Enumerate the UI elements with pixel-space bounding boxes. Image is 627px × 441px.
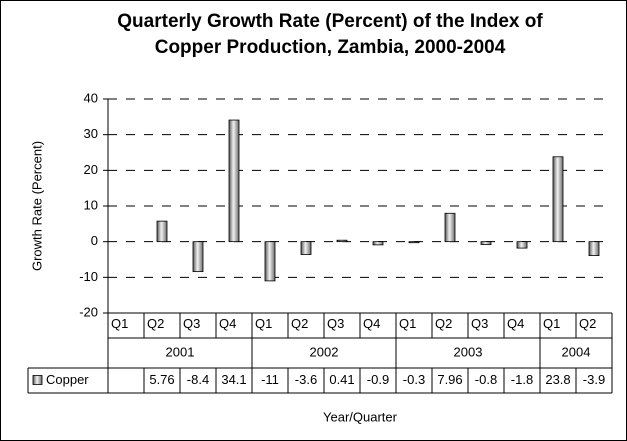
bar <box>192 241 204 273</box>
x-group-label: 2003 <box>454 344 483 359</box>
chart-title: Copper Production, Zambia, 2000-2004 <box>155 37 506 58</box>
y-tick-label: 10 <box>84 197 98 212</box>
bar <box>336 239 348 243</box>
x-tick-label: Q1 <box>255 316 272 331</box>
data-table-value: -0.9 <box>367 372 389 387</box>
x-tick-label: Q2 <box>291 316 308 331</box>
data-table-value: -11 <box>261 372 279 387</box>
bar <box>372 241 384 246</box>
y-tick-label: -10 <box>79 269 98 284</box>
bar <box>588 241 600 256</box>
bar <box>516 241 528 249</box>
data-table-value: 7.96 <box>437 372 462 387</box>
x-tick-label: Q3 <box>471 316 488 331</box>
data-table-value: -0.8 <box>475 372 497 387</box>
x-tick-label: Q2 <box>435 316 452 331</box>
y-tick-label: 30 <box>84 126 98 141</box>
x-tick-label: Q3 <box>183 316 200 331</box>
legend-label: Copper <box>46 372 89 387</box>
x-tick-label: Q4 <box>219 316 236 331</box>
legend-swatch <box>32 375 43 385</box>
x-group-label: 2002 <box>310 344 339 359</box>
bar <box>444 212 456 243</box>
x-tick-label: Q3 <box>327 316 344 331</box>
x-group-label: 2004 <box>562 344 591 359</box>
data-table-value: -0.3 <box>403 372 425 387</box>
bar <box>264 241 276 282</box>
x-tick-label: Q2 <box>147 316 164 331</box>
bar <box>480 241 492 245</box>
data-table-value: -1.8 <box>511 372 533 387</box>
data-table-value: 23.8 <box>545 372 570 387</box>
bar <box>300 241 312 255</box>
data-table-value: -3.6 <box>295 372 317 387</box>
y-tick-label: -20 <box>79 304 98 319</box>
chart-title: Quarterly Growth Rate (Percent) of the I… <box>117 11 543 32</box>
y-tick-label: 0 <box>91 233 98 248</box>
x-tick-label: Q1 <box>543 316 560 331</box>
x-tick-label: Q1 <box>111 316 128 331</box>
data-table-value: 0.41 <box>329 372 354 387</box>
y-tick-label: 20 <box>84 162 98 177</box>
x-tick-label: Q4 <box>363 316 380 331</box>
x-tick-label: Q2 <box>579 316 596 331</box>
data-table-value: 34.1 <box>221 372 246 387</box>
y-tick-label: 40 <box>84 90 98 105</box>
bar <box>228 119 240 243</box>
x-group-label: 2001 <box>166 344 195 359</box>
x-axis-title: Year/Quarter <box>323 409 398 424</box>
x-tick-label: Q1 <box>399 316 416 331</box>
data-table-value: -3.9 <box>583 372 605 387</box>
data-table-value: 5.76 <box>149 372 174 387</box>
y-axis-title: Growth Rate (Percent) <box>29 141 44 271</box>
bar <box>552 156 564 243</box>
bar <box>156 220 168 243</box>
x-tick-label: Q4 <box>507 316 524 331</box>
data-table-value: -8.4 <box>187 372 209 387</box>
bar <box>408 241 420 244</box>
